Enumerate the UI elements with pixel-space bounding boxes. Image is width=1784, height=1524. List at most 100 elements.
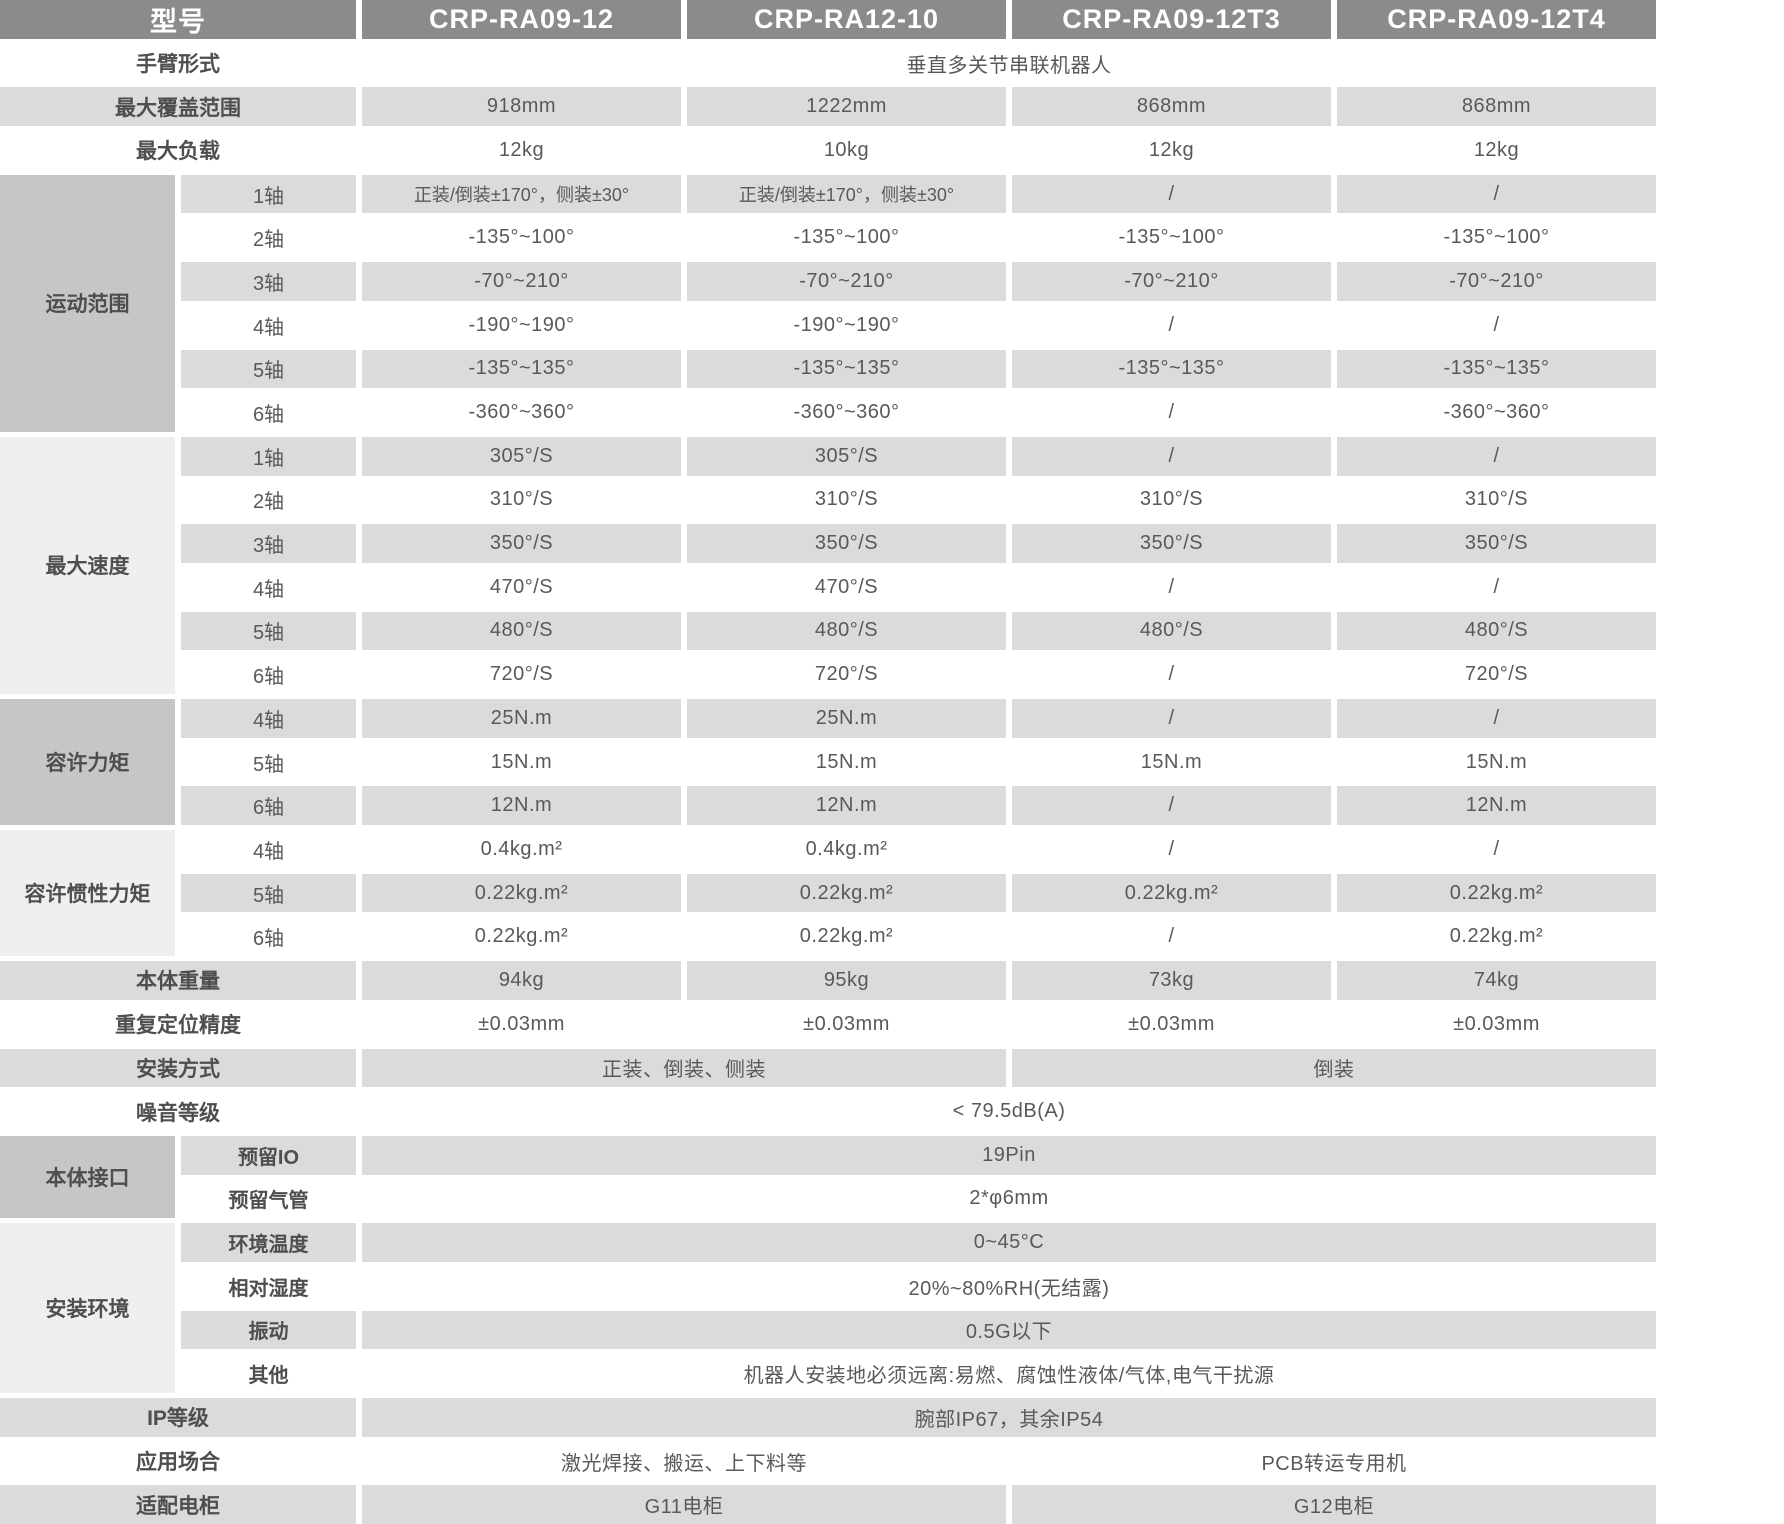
row-label-max-payload: 最大负载 bbox=[136, 140, 220, 164]
sub-label-reserved-io: 预留IO bbox=[181, 1135, 356, 1175]
arm-type-value: 垂直多关节串联机器人 bbox=[906, 54, 1112, 77]
motion-range-value: -135°~135° bbox=[362, 349, 681, 389]
group-label-environment: 安装环境 bbox=[0, 1223, 175, 1393]
axis-label: 4轴 bbox=[252, 840, 285, 863]
motion-range-value: / bbox=[1493, 313, 1500, 336]
max-reach-value: 918mm bbox=[362, 87, 681, 127]
motion-range-value: / bbox=[1168, 401, 1175, 424]
repeatability-value: ±0.03mm bbox=[478, 1012, 565, 1035]
inertia-value: 0.4kg.m² bbox=[480, 837, 563, 860]
axis-label: 4轴 bbox=[181, 699, 356, 738]
axis-label: 5轴 bbox=[181, 611, 356, 651]
max-speed-value: / bbox=[1168, 575, 1175, 598]
torque-value: / bbox=[1337, 699, 1656, 738]
axis-label: 5轴 bbox=[181, 349, 356, 389]
torque-value: 25N.m bbox=[362, 699, 681, 738]
repeatability-value: ±0.03mm bbox=[1453, 1012, 1540, 1035]
header-model-4: CRP-RA09-12T4 bbox=[1337, 0, 1656, 39]
axis-label: 6轴 bbox=[252, 404, 285, 427]
group-label-motion-range: 运动范围 bbox=[0, 174, 175, 432]
max-speed-value: / bbox=[1337, 436, 1656, 476]
axis-label: 1轴 bbox=[181, 436, 356, 476]
max-speed-value: 305°/S bbox=[687, 436, 1006, 476]
body-weight-value: 94kg bbox=[362, 961, 681, 1000]
max-speed-value: 350°/S bbox=[1012, 524, 1331, 563]
header-model-3: CRP-RA09-12T3 bbox=[1012, 0, 1331, 39]
vibration-value: 0.5G以下 bbox=[362, 1310, 1656, 1350]
inertia-value: 0.22kg.m² bbox=[687, 873, 1006, 913]
motion-range-value: -135°~135° bbox=[687, 349, 1006, 389]
max-speed-value: 720°/S bbox=[1464, 663, 1529, 686]
sub-label-other: 其他 bbox=[248, 1365, 289, 1388]
max-speed-value: 470°/S bbox=[814, 575, 879, 598]
motion-range-value: -190°~190° bbox=[793, 313, 900, 336]
max-speed-value: 720°/S bbox=[489, 663, 554, 686]
row-label-max-reach: 最大覆盖范围 bbox=[0, 87, 356, 127]
motion-range-value: -70°~210° bbox=[1337, 262, 1656, 301]
axis-label: 4轴 bbox=[252, 316, 285, 339]
row-label-ip-rating: IP等级 bbox=[0, 1398, 356, 1437]
row-label-cabinet: 适配电柜 bbox=[0, 1485, 356, 1524]
inertia-value: / bbox=[1168, 925, 1175, 948]
max-speed-value: 305°/S bbox=[362, 436, 681, 476]
torque-value: / bbox=[1012, 699, 1331, 738]
inertia-value: 0.22kg.m² bbox=[1337, 873, 1656, 913]
motion-range-value: -190°~190° bbox=[468, 313, 575, 336]
max-speed-value: / bbox=[1493, 575, 1500, 598]
torque-value: 12N.m bbox=[362, 786, 681, 826]
max-speed-value: 310°/S bbox=[1139, 488, 1204, 511]
motion-range-value: / bbox=[1012, 174, 1331, 214]
application-value-right: PCB转运专用机 bbox=[1261, 1452, 1407, 1475]
repeatability-value: ±0.03mm bbox=[1128, 1012, 1215, 1035]
max-speed-value: 350°/S bbox=[362, 524, 681, 563]
max-speed-value: 310°/S bbox=[489, 488, 554, 511]
max-speed-value: 480°/S bbox=[1337, 611, 1656, 651]
cabinet-value-left: G11电柜 bbox=[362, 1485, 1006, 1524]
application-value-left: 激光焊接、搬运、上下料等 bbox=[561, 1452, 807, 1475]
motion-range-value: -70°~210° bbox=[1012, 262, 1331, 301]
motion-range-value: -360°~360° bbox=[468, 401, 575, 424]
max-reach-value: 1222mm bbox=[687, 87, 1006, 127]
humidity-value: 20%~80%RH(无结露) bbox=[908, 1277, 1110, 1300]
torque-value: 15N.m bbox=[815, 750, 878, 773]
row-label-mounting: 安装方式 bbox=[0, 1048, 356, 1088]
row-label-application: 应用场合 bbox=[136, 1451, 220, 1475]
reserved-io-value: 19Pin bbox=[362, 1135, 1656, 1175]
torque-value: 15N.m bbox=[490, 750, 553, 773]
inertia-value: 0.22kg.m² bbox=[474, 925, 569, 948]
axis-label: 2轴 bbox=[252, 229, 285, 252]
row-label-arm-type: 手臂形式 bbox=[136, 53, 220, 77]
body-weight-value: 95kg bbox=[687, 961, 1006, 1000]
group-label-body-interface: 本体接口 bbox=[0, 1135, 175, 1219]
motion-range-value: 正装/倒装±170°，侧装±30° bbox=[687, 174, 1006, 214]
max-speed-value: / bbox=[1012, 436, 1331, 476]
repeatability-value: ±0.03mm bbox=[803, 1012, 890, 1035]
motion-range-value: -135°~135° bbox=[1012, 349, 1331, 389]
torque-value: 12N.m bbox=[1337, 786, 1656, 826]
motion-range-value: -360°~360° bbox=[1443, 401, 1550, 424]
motion-range-value: -135°~100° bbox=[793, 226, 900, 249]
robot-spec-table: 型号 CRP-RA09-12 CRP-RA12-10 CRP-RA09-12T3… bbox=[0, 0, 1656, 1524]
inertia-value: / bbox=[1493, 837, 1500, 860]
max-speed-value: 720°/S bbox=[814, 663, 879, 686]
inertia-value: / bbox=[1168, 837, 1175, 860]
sub-label-vibration: 振动 bbox=[181, 1310, 356, 1350]
axis-label: 3轴 bbox=[181, 262, 356, 301]
axis-label: 5轴 bbox=[252, 753, 285, 776]
group-label-allowable-torque: 容许力矩 bbox=[0, 699, 175, 826]
max-speed-value: 350°/S bbox=[1337, 524, 1656, 563]
max-speed-value: 310°/S bbox=[1464, 488, 1529, 511]
motion-range-value: -135°~100° bbox=[1443, 226, 1550, 249]
inertia-value: 0.4kg.m² bbox=[805, 837, 888, 860]
header-model-label: 型号 bbox=[0, 0, 356, 39]
max-speed-value: 310°/S bbox=[814, 488, 879, 511]
max-speed-value: 350°/S bbox=[687, 524, 1006, 563]
max-speed-value: 480°/S bbox=[1012, 611, 1331, 651]
noise-value: < 79.5dB(A) bbox=[952, 1100, 1066, 1123]
max-speed-value: 480°/S bbox=[687, 611, 1006, 651]
sub-label-reserved-air: 预留气管 bbox=[228, 1190, 309, 1213]
motion-range-value: -135°~100° bbox=[468, 226, 575, 249]
torque-value: 12N.m bbox=[687, 786, 1006, 826]
torque-value: 25N.m bbox=[687, 699, 1006, 738]
torque-value: 15N.m bbox=[1465, 750, 1528, 773]
